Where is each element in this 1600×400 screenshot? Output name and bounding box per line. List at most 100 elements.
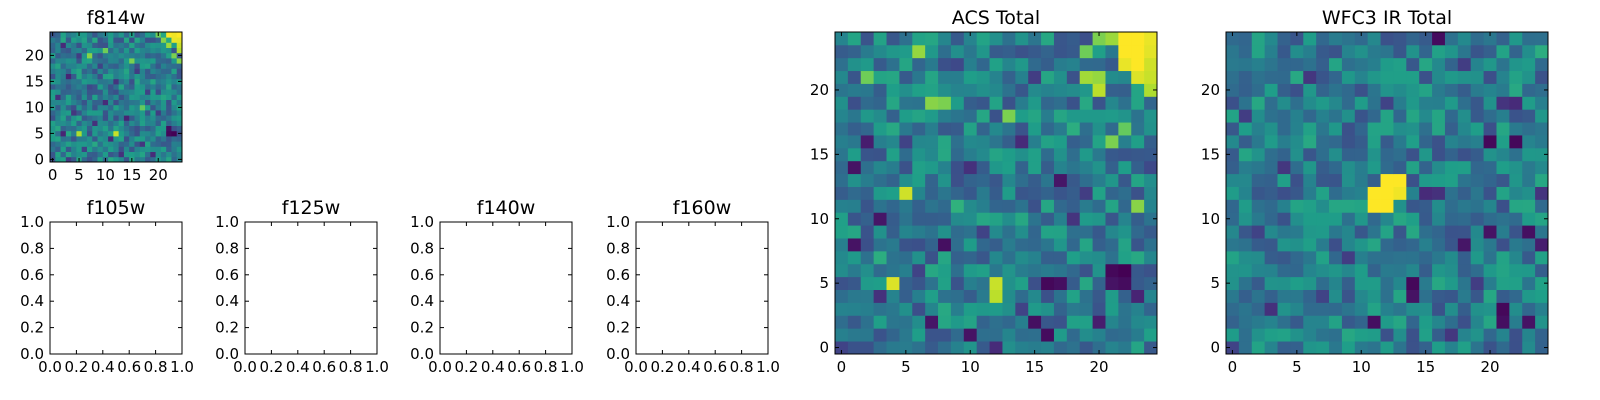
- heatmap-cell: [118, 120, 125, 126]
- heatmap-cell: [166, 52, 172, 59]
- heatmap-cell: [860, 160, 875, 175]
- heatmap-cell: [1238, 289, 1253, 303]
- heatmap-cell: [1470, 289, 1484, 303]
- heatmap-cell: [938, 328, 952, 342]
- heatmap-cell: [129, 136, 135, 142]
- heatmap-cell: [1483, 302, 1497, 316]
- heatmap-cell: [1144, 96, 1158, 110]
- heatmap-cell: [1367, 238, 1381, 252]
- heatmap-cell: [76, 125, 83, 132]
- heatmap-cell: [1354, 199, 1369, 213]
- heatmap-cell: [1496, 83, 1510, 97]
- heatmap-cell: [1444, 109, 1459, 123]
- heatmap-cell: [976, 96, 990, 110]
- heatmap-cell: [102, 136, 109, 142]
- heatmap-cell: [989, 147, 1003, 162]
- heatmap-cell: [123, 84, 130, 90]
- heatmap-cell: [1444, 96, 1459, 110]
- heatmap-cell: [55, 120, 61, 126]
- heatmap-cell: [1303, 57, 1317, 72]
- heatmap-cell: [113, 52, 120, 59]
- heatmap-cell: [118, 32, 125, 38]
- heatmap-cell: [1264, 225, 1278, 239]
- heatmap-cell: [1053, 57, 1068, 72]
- heatmap-cell: [1419, 160, 1433, 175]
- heatmap-cell: [145, 156, 151, 163]
- heatmap-cell: [912, 276, 926, 290]
- heatmap-cell: [171, 37, 178, 43]
- heatmap-cell: [1393, 263, 1407, 278]
- heatmap-cell: [835, 328, 849, 342]
- heatmap-cell: [76, 120, 83, 126]
- heatmap-cell: [1316, 32, 1330, 46]
- heatmap-cell: [847, 135, 862, 149]
- y-tick-label: 0.2: [606, 319, 630, 337]
- heatmap-cell: [92, 120, 98, 126]
- heatmap-cell: [1002, 96, 1016, 110]
- heatmap-cell: [1277, 96, 1291, 110]
- heatmap-cell: [1118, 315, 1132, 329]
- heatmap-cell: [1144, 57, 1158, 72]
- heatmap-cell: [1535, 96, 1549, 110]
- heatmap-cell: [65, 110, 72, 116]
- heatmap-cell: [139, 63, 146, 69]
- heatmap-cell: [50, 125, 56, 132]
- heatmap-cell: [1432, 135, 1446, 149]
- y-tick-label: 10: [1201, 210, 1220, 228]
- heatmap-cell: [76, 115, 83, 121]
- heatmap-cell: [102, 42, 109, 48]
- heatmap-cell: [899, 225, 913, 239]
- heatmap-cell: [1264, 83, 1278, 97]
- heatmap-cell: [1457, 32, 1472, 46]
- heatmap-cell: [1290, 160, 1304, 175]
- heatmap-cell: [123, 104, 130, 111]
- x-tick-label: 0: [837, 358, 847, 376]
- heatmap-cell: [1303, 212, 1317, 226]
- heatmap-cell: [108, 151, 114, 158]
- heatmap-cell: [1393, 147, 1407, 162]
- heatmap-cell: [1079, 225, 1093, 239]
- heatmap-cell: [1066, 83, 1081, 97]
- heatmap-cell: [134, 42, 141, 48]
- heatmap-cell: [108, 68, 114, 74]
- heatmap-cell: [1264, 70, 1278, 84]
- heatmap-cell: [134, 156, 141, 163]
- heatmap-cell: [1457, 122, 1472, 136]
- heatmap-cell: [1535, 238, 1549, 252]
- heatmap-cell: [1509, 263, 1523, 278]
- heatmap-cell: [1002, 238, 1016, 252]
- heatmap-cell: [76, 63, 83, 69]
- heatmap-cell: [129, 89, 135, 95]
- heatmap-cell: [1002, 212, 1016, 226]
- heatmap-cell: [145, 99, 151, 106]
- heatmap-cell: [1015, 173, 1029, 187]
- heatmap-cell: [166, 125, 172, 132]
- heatmap-cell: [1041, 289, 1055, 303]
- heatmap-cell: [1092, 238, 1106, 252]
- heatmap-cell: [1393, 160, 1407, 175]
- heatmap-cell: [71, 125, 77, 132]
- heatmap-cell: [1092, 276, 1106, 290]
- heatmap-cell: [873, 263, 887, 278]
- heatmap-cell: [1041, 96, 1055, 110]
- heatmap-cell: [950, 160, 965, 175]
- heatmap-cell: [1092, 135, 1106, 149]
- heatmap-cell: [113, 73, 120, 80]
- heatmap-cell: [1457, 135, 1472, 149]
- heatmap-cell: [1406, 199, 1420, 213]
- heatmap-cell: [86, 73, 93, 80]
- heatmap-cell: [166, 94, 172, 100]
- heatmap-cell: [1316, 250, 1330, 265]
- heatmap-cell: [86, 146, 93, 152]
- heatmap-cell: [108, 141, 114, 147]
- heatmap-cell: [1380, 315, 1394, 329]
- heatmap-cell: [113, 63, 120, 69]
- heatmap-cell: [1079, 70, 1093, 84]
- heatmap-cell: [1483, 212, 1497, 226]
- heatmap-cell: [1028, 70, 1042, 84]
- heatmap-cell: [860, 302, 875, 316]
- heatmap-cell: [97, 47, 104, 54]
- heatmap-cell: [1144, 199, 1158, 213]
- heatmap-cell: [65, 47, 72, 54]
- heatmap-cell: [155, 89, 162, 95]
